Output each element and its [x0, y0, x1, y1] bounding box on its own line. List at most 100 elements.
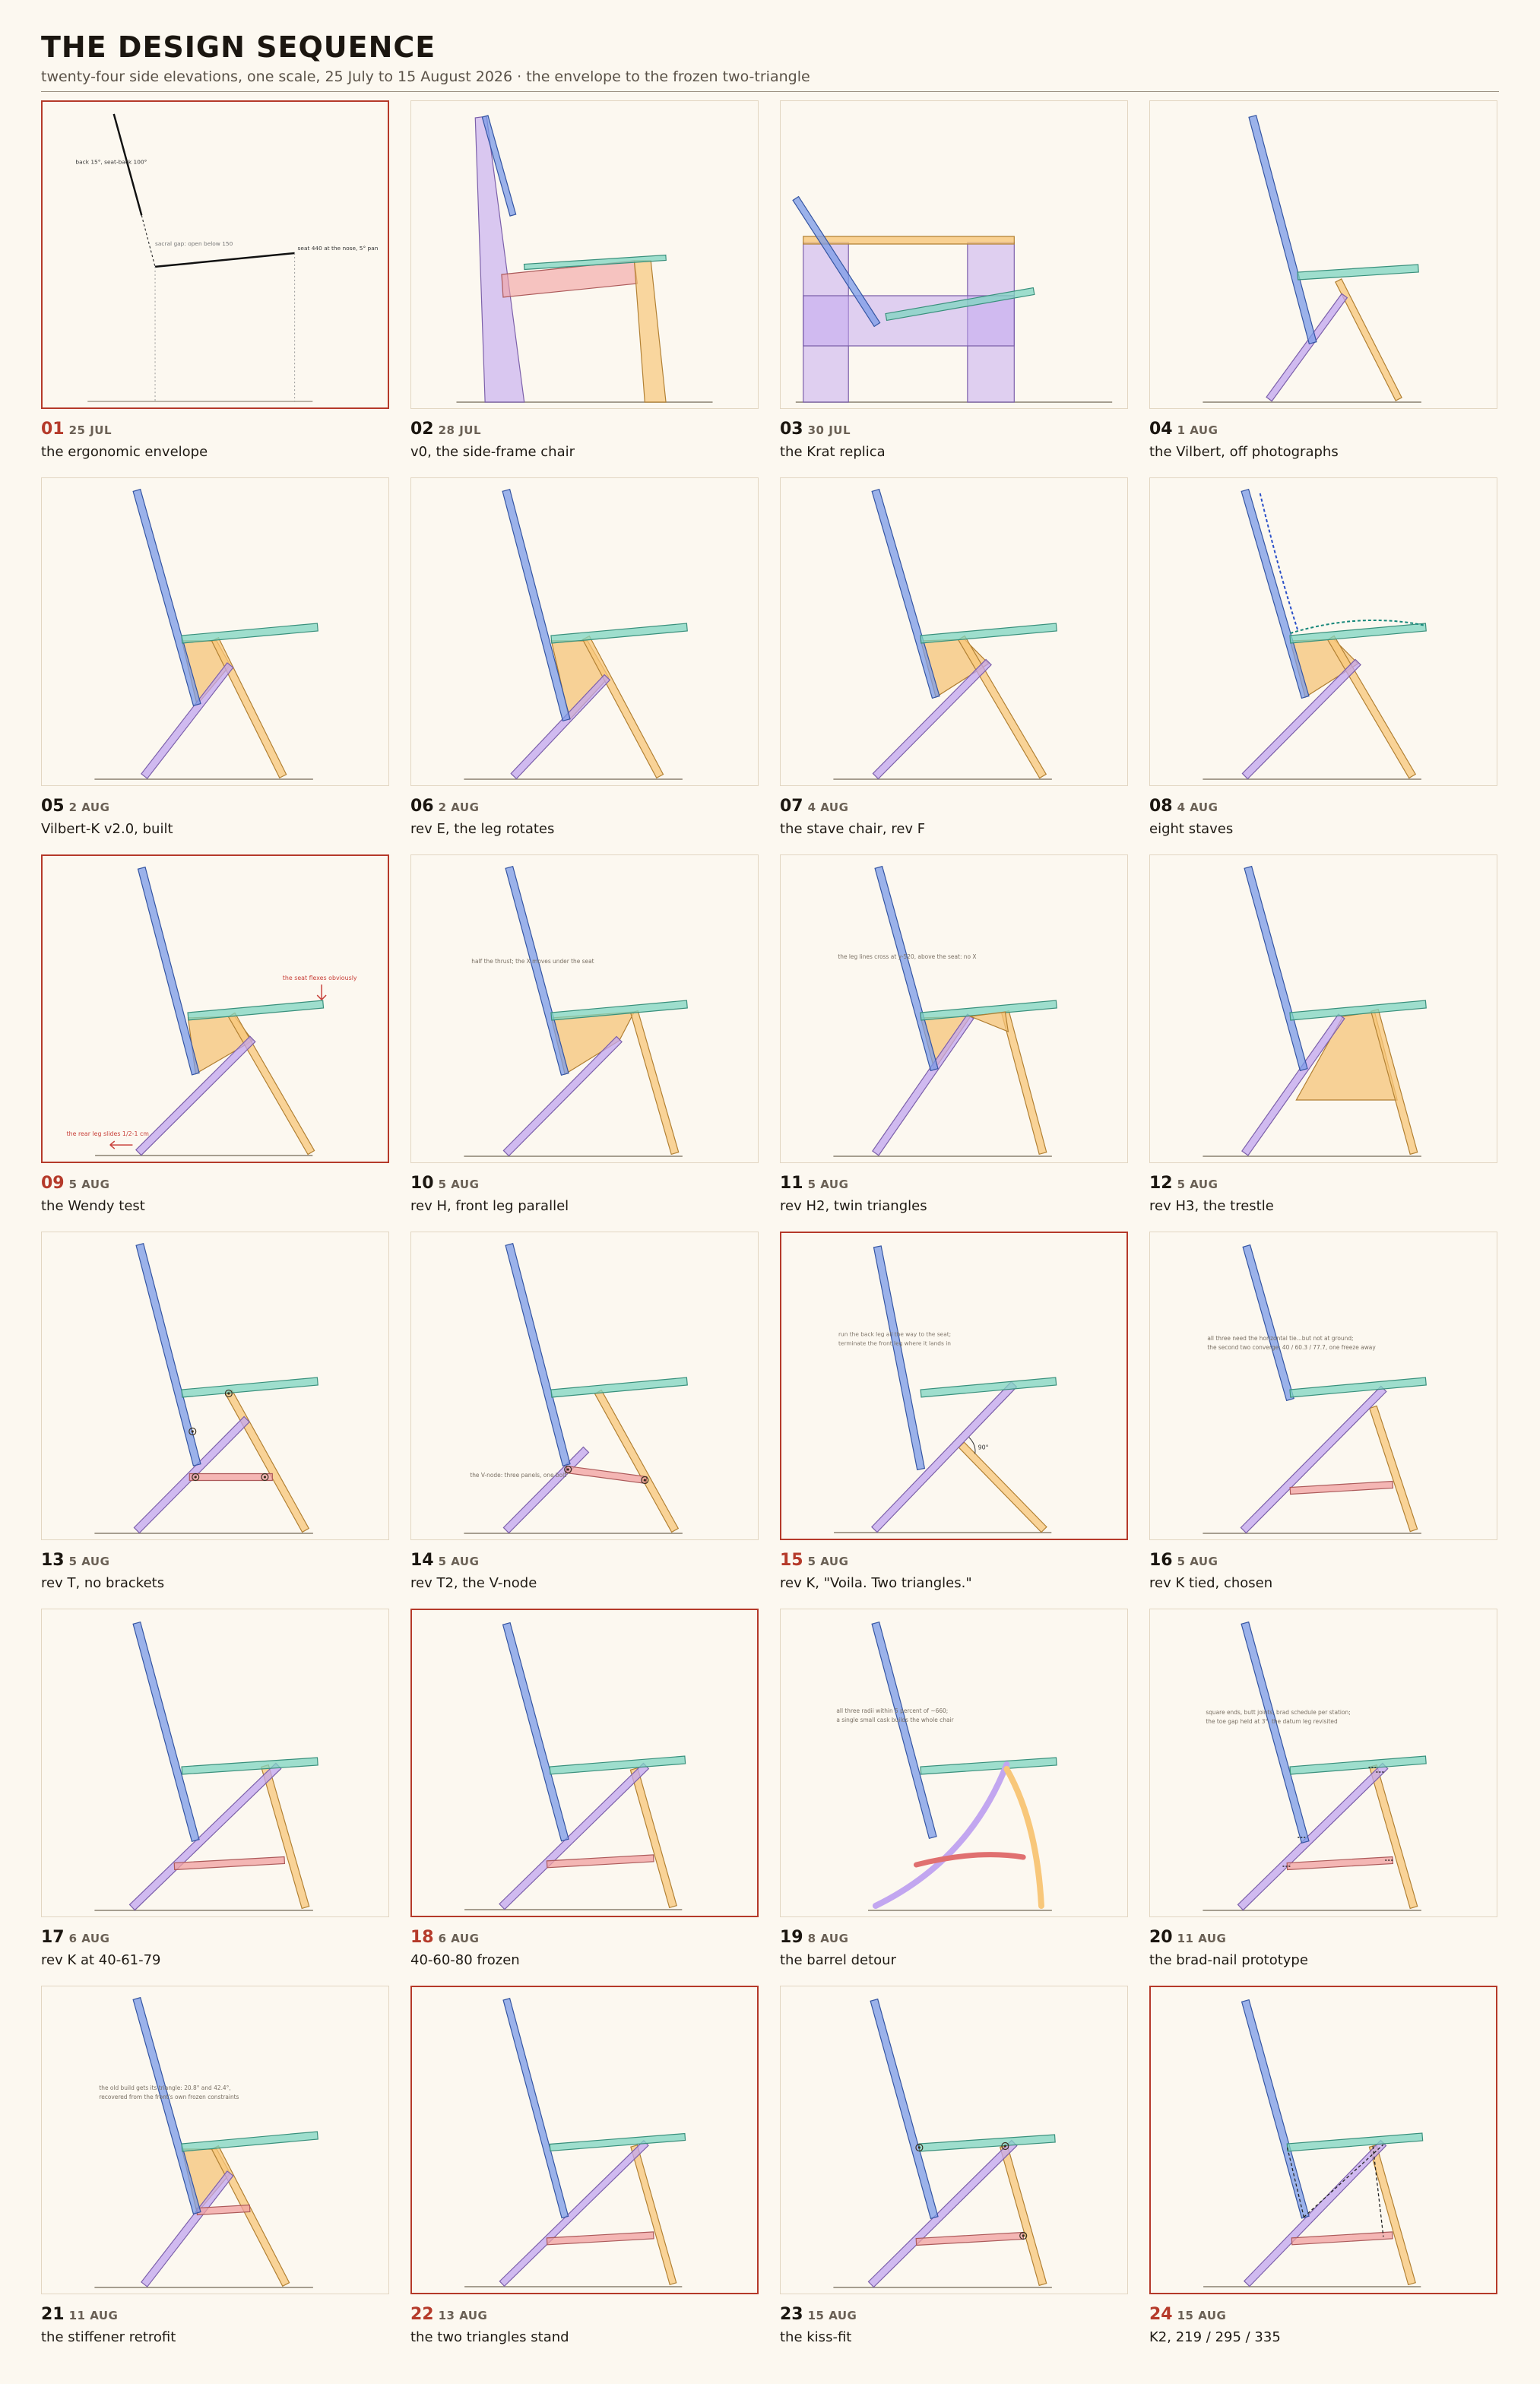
caption-line: 02 28 JUL	[410, 420, 481, 439]
panel-date: 6 AUG	[68, 1932, 110, 1945]
panel-number: 23	[780, 2305, 803, 2324]
elevation-card: 04 1 AUG the Vilbert, off photographs	[1149, 100, 1499, 465]
seat-stave	[920, 1757, 1057, 1775]
panel-number: 19	[780, 1928, 803, 1947]
front-leg-arc	[1003, 1766, 1044, 1909]
seat-stave	[550, 1377, 688, 1398]
rear-leg	[1243, 2139, 1387, 2287]
seat-stave	[1289, 623, 1427, 644]
back-stave	[505, 865, 569, 1076]
annotation-text: the seat flexes obviously	[283, 975, 357, 981]
stretcher	[565, 1465, 648, 1485]
rear-leg	[510, 674, 611, 780]
panel-title: the Vilbert, off photographs	[1149, 444, 1339, 460]
annotation-text: the rear leg slides 1/2-1 cm	[67, 1130, 150, 1137]
stretcher	[546, 2231, 654, 2246]
annotation-text: terminate the front leg where it lands i…	[838, 1339, 951, 1346]
seat-stave	[885, 287, 1035, 322]
panel-number: 15	[780, 1551, 803, 1570]
stretcher-arc	[913, 1852, 1026, 1868]
seat-stave	[181, 623, 318, 644]
panel-number: 22	[410, 2305, 434, 2324]
panel-date: 28 JUL	[438, 423, 482, 437]
panel-date: 5 AUG	[68, 1555, 110, 1568]
bolt-node	[224, 1389, 233, 1398]
stretcher	[1291, 2231, 1393, 2246]
panel-title: the Wendy test	[41, 1198, 145, 1214]
front-leg	[227, 1012, 315, 1156]
annotation-text: the old build gets its triangle: 20.8° a…	[99, 2084, 230, 2091]
caption-line: 21 11 AUG	[41, 2305, 118, 2324]
elevation-panel	[41, 477, 389, 786]
kiss-joint	[915, 2143, 924, 2152]
caption-line: 07 4 AUG	[780, 797, 848, 816]
back-stave	[871, 1621, 937, 1840]
panel-date: 30 JUL	[807, 423, 851, 437]
elevation-card: the leg lines cross at y-520, above the …	[780, 854, 1130, 1219]
panel-title: the stiffener retrofit	[41, 2329, 176, 2345]
elevation-panel	[410, 100, 759, 409]
elevation-card: 24 15 AUG K2, 219 / 295 / 335	[1149, 1986, 1499, 2351]
elevation-drawing	[456, 115, 713, 403]
caption-line: 22 13 AUG	[410, 2305, 487, 2324]
caption-line: 20 11 AUG	[1149, 1928, 1226, 1947]
back-stave	[502, 1622, 569, 1842]
front-leg	[629, 1767, 677, 1909]
panel-date: 5 AUG	[807, 1555, 849, 1568]
caption-line: 01 25 JUL	[41, 420, 112, 439]
caption-line: 13 5 AUG	[41, 1551, 109, 1570]
elevation-card: 22 13 AUG the two triangles stand	[410, 1986, 760, 2351]
panel-number: 09	[41, 1174, 65, 1193]
front-leg	[594, 1389, 680, 1533]
annotation-text: half the thrust; the X moves under the s…	[471, 958, 594, 965]
elevation-card: all three need the horizontal tie...but …	[1149, 1232, 1499, 1596]
panel-number: 11	[780, 1174, 803, 1193]
panel-number: 08	[1149, 797, 1173, 816]
front-leg	[224, 1389, 310, 1533]
brace-panel-2	[968, 1011, 1009, 1032]
panel-date: 5 AUG	[1177, 1555, 1218, 1568]
panel-date: 5 AUG	[438, 1178, 480, 1191]
caption-line: 16 5 AUG	[1149, 1551, 1218, 1570]
panel-date: 25 JUL	[68, 423, 112, 437]
panel-number: 06	[410, 797, 434, 816]
front-leg	[260, 1764, 310, 1910]
bolt-center	[194, 1476, 197, 1479]
elevation-card: all three radii within 5 percent of ~660…	[780, 1609, 1130, 1973]
caption-line: 19 8 AUG	[780, 1928, 848, 1947]
rear-leg	[1266, 293, 1348, 402]
caption-line: 15 5 AUG	[780, 1551, 848, 1570]
elevation-card: the seat flexes obviously the rear leg sl…	[41, 854, 391, 1219]
elevation-panel: half the thrust; the X moves under the s…	[410, 854, 759, 1163]
front-leg	[581, 635, 664, 779]
panel-title: the ergonomic envelope	[41, 444, 208, 460]
panel-number: 03	[780, 420, 803, 439]
stretcher	[915, 2231, 1025, 2246]
elevation-card: the old build gets its triangle: 20.8° a…	[41, 1986, 391, 2351]
panel-date: 5 AUG	[807, 1178, 849, 1191]
panel-number: 04	[1149, 420, 1173, 439]
front-leg	[1000, 1010, 1047, 1156]
stretcher	[173, 1856, 286, 1871]
annotation-text: recovered from the front's own frozen co…	[99, 2094, 239, 2100]
panel-title: the brad-nail prototype	[1149, 1952, 1308, 1968]
back-stave	[502, 488, 571, 722]
front-leg	[211, 636, 287, 779]
elevation-drawing	[464, 488, 688, 780]
page-subtitle: twenty-four side elevations, one scale, …	[41, 68, 810, 85]
elevation-card: 02 28 JUL v0, the side-frame chair	[410, 100, 760, 465]
panel-number: 07	[780, 797, 803, 816]
seat-stave	[1289, 1377, 1427, 1398]
elevation-panel: the old build gets its triangle: 20.8° a…	[41, 1986, 389, 2294]
elevation-panel	[780, 477, 1128, 786]
back-stave	[135, 1242, 201, 1467]
seat-stave	[918, 2134, 1056, 2152]
elevation-card: 17 6 AUG rev K at 40-61-79	[41, 1609, 391, 1973]
angle-arc	[968, 1437, 976, 1454]
seat-stave	[523, 254, 667, 271]
back-stave	[502, 1998, 569, 2219]
elevation-panel	[780, 1986, 1128, 2294]
elevation-panel: square ends, butt joints, brad schedule …	[1149, 1609, 1497, 1917]
back-stave	[1241, 1999, 1310, 2219]
rear-leg	[872, 658, 992, 780]
